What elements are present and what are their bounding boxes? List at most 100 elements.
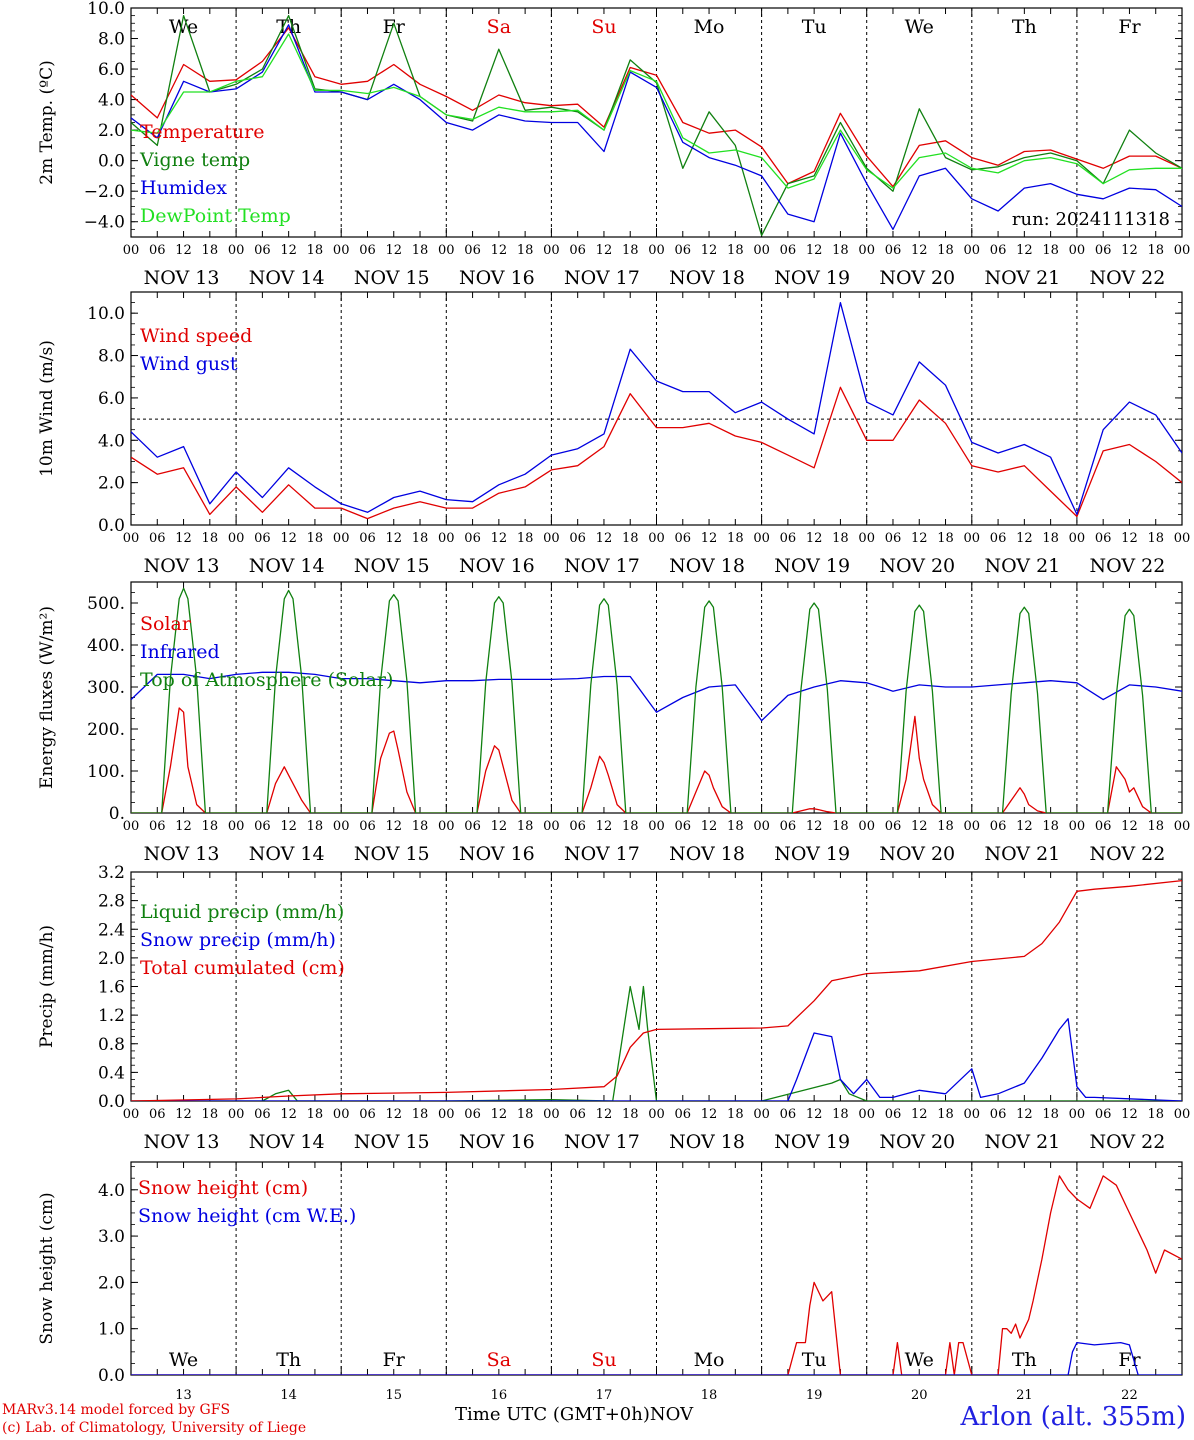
series-line-temperature [131,27,1182,188]
day-label: Sa [487,16,511,38]
y-axis-label: 2m Temp. (ºC) [37,60,57,185]
series-line-dewpoint-temp [131,33,1182,189]
date-label: NOV 18 [669,555,745,577]
date-label: NOV 16 [459,1131,535,1153]
y-tick-label: 8.0 [98,347,125,367]
hour-label: 12 [1121,243,1138,258]
hour-label: 06 [780,531,797,546]
series-group [131,879,1182,1101]
hour-label: 12 [1121,531,1138,546]
hour-label: 00 [1174,819,1191,834]
hour-label: 06 [675,819,692,834]
hour-label: 00 [543,531,560,546]
date-label: NOV 19 [774,267,850,289]
hour-label: 00 [648,243,665,258]
y-tick-label: 10.0 [87,304,125,324]
y-tick-label: 10.0 [87,0,125,19]
hour-label: 06 [780,819,797,834]
hour-label: 00 [228,531,245,546]
hour-label: 18 [412,243,429,258]
hour-label: 06 [149,243,166,258]
date-label: NOV 17 [564,843,640,865]
hour-label: 00 [333,243,350,258]
hour-label: 00 [858,819,875,834]
hour-label: 12 [596,531,613,546]
day-number-label: 14 [280,1388,297,1403]
day-label: Th [1012,1349,1037,1371]
hour-label: 12 [491,819,508,834]
y-tick-label: −4.0 [84,213,125,233]
hour-label: 12 [1016,243,1033,258]
hour-label: 00 [123,531,140,546]
hour-label: 12 [911,1107,928,1122]
hour-label: 12 [701,819,718,834]
day-number-label: 19 [806,1388,823,1403]
y-tick-label: 0.4 [98,1063,125,1083]
hour-label: 06 [254,1107,271,1122]
hour-label: 06 [675,1107,692,1122]
y-tick-label: 300. [87,678,125,698]
y-tick-label: 0. [109,804,125,824]
date-label: NOV 22 [1090,1131,1166,1153]
hour-label: 18 [517,819,534,834]
y-tick-label: 4.0 [98,431,125,451]
hour-label: 06 [254,819,271,834]
y-tick-label: 2.0 [98,474,125,494]
hour-label: 06 [359,819,376,834]
date-label: NOV 21 [984,843,1060,865]
series-line-solar [131,707,1182,813]
day-label: Fr [383,1349,406,1371]
legend-entry: Total cumulated (cm) [140,957,345,979]
panel-1: 10.0 8.0 6.0 4.0 2.0 0.0 −2.0 −4.0 2m Temp. (ºC)… [37,0,1190,289]
hour-label: 12 [596,819,613,834]
hour-label: 00 [1069,1107,1086,1122]
date-label: NOV 16 [459,843,535,865]
hour-label: 12 [806,243,823,258]
hour-label: 00 [753,531,770,546]
day-number-label: 16 [491,1388,508,1403]
hour-label: 00 [333,819,350,834]
day-label: Su [591,1349,616,1371]
hour-label: 18 [1147,531,1164,546]
hour-label: 12 [175,1107,192,1122]
hour-label: 06 [464,243,481,258]
date-label: NOV 18 [669,267,745,289]
hour-label: 18 [832,819,849,834]
y-axis-label: 10m Wind (m/s) [37,340,57,477]
hour-label: 18 [412,1107,429,1122]
day-label: We [169,16,198,38]
hour-label: 06 [675,531,692,546]
date-label: NOV 14 [249,555,325,577]
hour-label: 12 [385,1107,402,1122]
day-label: Th [276,1349,301,1371]
hour-label: 12 [491,243,508,258]
date-label: NOV 22 [1090,555,1166,577]
hour-label: 18 [937,819,954,834]
y-tick-label: 1.0 [98,1320,125,1340]
hour-label: 00 [1174,531,1191,546]
day-label: We [905,16,934,38]
x-axis-month: NOV [649,1404,694,1425]
hour-label: 18 [832,531,849,546]
hour-label: 18 [622,531,639,546]
hour-label: 18 [937,531,954,546]
hour-label: 00 [228,243,245,258]
hour-label: 12 [385,819,402,834]
hour-label: 06 [359,243,376,258]
hour-label: 18 [622,819,639,834]
hour-label: 18 [1042,243,1059,258]
hour-label: 18 [307,1107,324,1122]
day-label: Tu [802,16,827,38]
hour-label: 12 [701,243,718,258]
y-tick-label: 1.2 [98,1006,125,1026]
hour-label: 06 [359,531,376,546]
date-label: NOV 18 [669,843,745,865]
date-label: NOV 22 [1090,267,1166,289]
hour-label: 12 [175,819,192,834]
hour-label: 06 [780,1107,797,1122]
hour-label: 06 [1095,531,1112,546]
hour-label: 18 [1147,819,1164,834]
hour-label: 12 [280,1107,297,1122]
hour-label: 06 [1095,1107,1112,1122]
